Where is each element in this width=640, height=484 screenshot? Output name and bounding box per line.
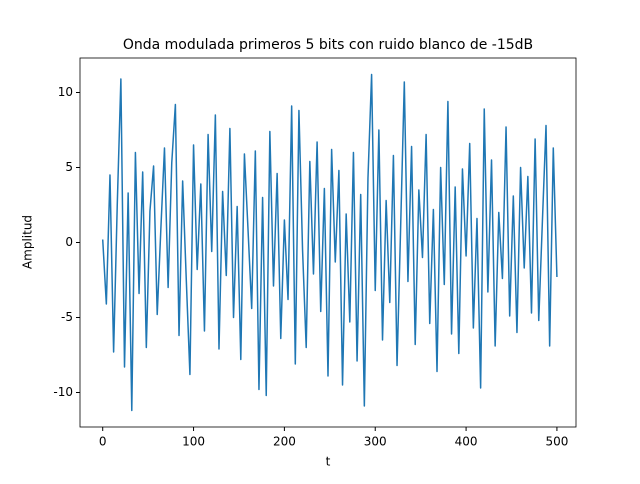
plot-frame bbox=[79, 57, 577, 428]
y-tick-label: 10 bbox=[58, 85, 73, 99]
y-tick-label: 5 bbox=[65, 160, 73, 174]
x-tick-label: 400 bbox=[455, 435, 478, 449]
x-tick-label: 300 bbox=[364, 435, 387, 449]
x-tick-label: 200 bbox=[273, 435, 296, 449]
x-tick-label: 100 bbox=[182, 435, 205, 449]
y-axis-label: Amplitud bbox=[21, 215, 35, 269]
data-line bbox=[101, 73, 558, 412]
chart-title: Onda modulada primeros 5 bits con ruido … bbox=[123, 37, 533, 53]
x-axis-label: t bbox=[326, 455, 331, 469]
y-tick-label: 0 bbox=[65, 235, 73, 249]
y-tick-label: -5 bbox=[61, 310, 73, 324]
x-tick-label: 0 bbox=[99, 435, 107, 449]
x-tick-label: 500 bbox=[545, 435, 568, 449]
y-tick-label: -10 bbox=[53, 385, 73, 399]
